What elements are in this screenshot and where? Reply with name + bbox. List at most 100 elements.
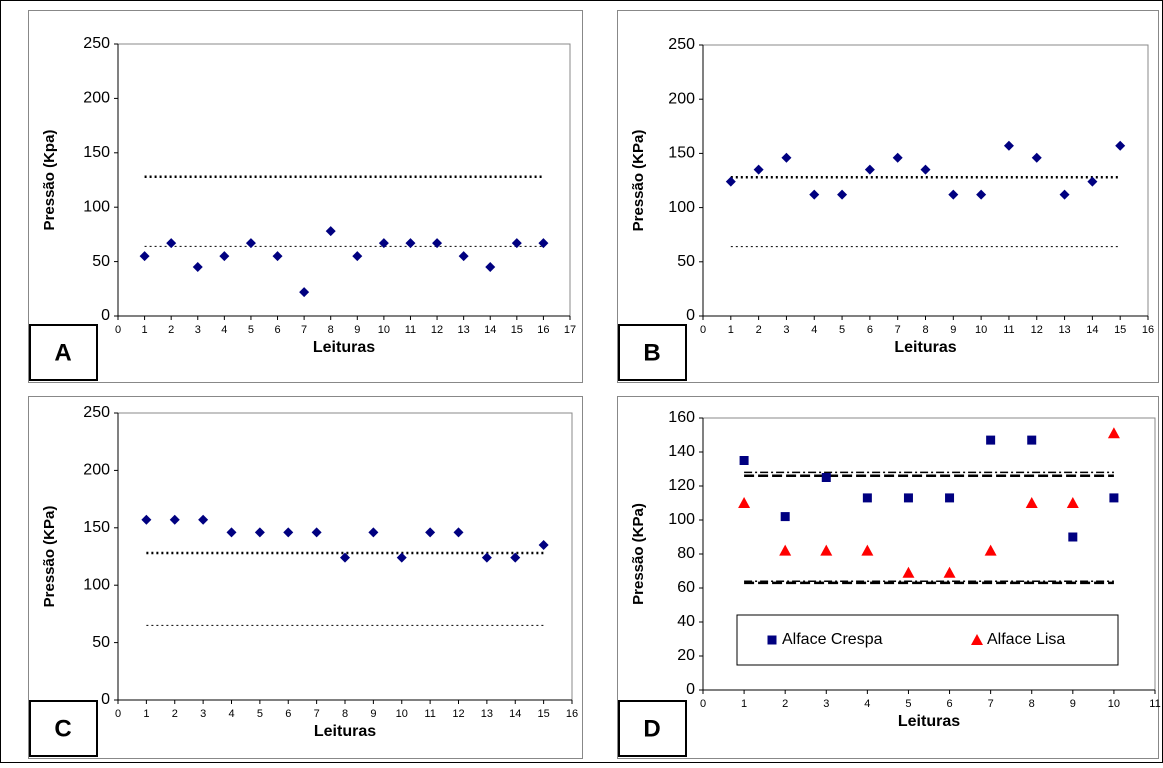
x-tick-label: 4 [811, 324, 817, 336]
y-tick-label: 100 [83, 576, 110, 593]
point [198, 514, 209, 525]
point [861, 544, 874, 556]
x-tick-label: 5 [257, 708, 263, 720]
point [943, 566, 956, 578]
point [1066, 497, 1079, 508]
point [405, 238, 416, 249]
point [1109, 493, 1119, 503]
y-axis-label: Pressão (KPa) [630, 503, 647, 605]
point [821, 473, 831, 482]
x-tick-label: 9 [354, 324, 360, 336]
point [986, 435, 996, 445]
point [837, 189, 848, 200]
x-tick-label: 3 [823, 698, 829, 710]
y-tick-label: 250 [83, 404, 110, 421]
y-tick-label: 0 [686, 307, 695, 324]
panel-frame [28, 10, 583, 383]
y-axis-label: Pressão (KPa) [630, 130, 647, 232]
x-tick-label: 11 [424, 708, 435, 720]
point [485, 262, 496, 273]
x-tick-label: 6 [946, 698, 952, 710]
x-tick-label: 16 [537, 324, 549, 336]
point [809, 189, 820, 200]
point [511, 238, 522, 249]
y-tick-label: 40 [677, 613, 695, 630]
x-tick-label: 10 [396, 708, 408, 720]
y-tick-label: 50 [677, 253, 695, 270]
point [976, 189, 987, 200]
x-tick-label: 1 [728, 324, 734, 336]
point [538, 238, 549, 249]
x-tick-label: 10 [1108, 698, 1120, 710]
x-tick-label: 0 [700, 324, 706, 336]
legend-label: Alface Lisa [987, 631, 1065, 648]
point [1107, 427, 1120, 439]
point [299, 287, 310, 298]
x-tick-label: 11 [1003, 324, 1014, 336]
point [779, 544, 792, 556]
x-tick-label: 8 [342, 708, 348, 720]
point [453, 527, 464, 538]
point [1059, 189, 1070, 200]
x-tick-label: 14 [484, 324, 496, 336]
y-tick-label: 100 [83, 198, 110, 215]
point [340, 552, 350, 563]
x-tick-label: 7 [314, 708, 320, 720]
point [378, 238, 389, 249]
x-tick-label: 15 [538, 708, 550, 720]
point [945, 493, 955, 503]
point [820, 544, 833, 556]
point [1031, 152, 1042, 163]
x-tick-label: 9 [950, 324, 956, 336]
point [1068, 532, 1078, 542]
panel-label: B [643, 339, 660, 366]
point [368, 527, 379, 538]
panel-label-box [29, 324, 98, 381]
x-tick-label: 7 [895, 324, 901, 336]
x-tick-label: 6 [285, 708, 291, 720]
x-tick-label: 4 [864, 698, 870, 710]
x-tick-label: 0 [115, 708, 121, 720]
x-tick-label: 2 [172, 708, 178, 720]
x-tick-label: 2 [168, 324, 174, 336]
x-tick-label: 5 [248, 324, 254, 336]
point [283, 527, 294, 538]
point [538, 540, 549, 551]
point [432, 238, 443, 249]
x-tick-label: 12 [452, 708, 464, 720]
point [920, 164, 931, 175]
point [1025, 497, 1038, 508]
point [352, 251, 363, 262]
x-tick-label: 1 [143, 708, 149, 720]
point [396, 552, 407, 563]
y-tick-label: 80 [677, 545, 695, 562]
legend-marker [971, 634, 983, 645]
panel-frame [28, 396, 583, 759]
y-tick-label: 50 [92, 634, 110, 651]
point [169, 514, 180, 525]
x-tick-label: 6 [867, 324, 873, 336]
point [254, 527, 265, 538]
point [510, 552, 521, 563]
x-tick-label: 0 [115, 324, 121, 336]
legend-marker [767, 635, 777, 645]
panel-frame [617, 10, 1159, 383]
y-tick-label: 0 [101, 691, 110, 708]
y-tick-label: 0 [101, 307, 110, 324]
x-tick-label: 2 [782, 698, 788, 710]
y-tick-label: 120 [668, 477, 695, 494]
x-tick-label: 1 [142, 324, 148, 336]
x-tick-label: 5 [905, 698, 911, 710]
point [903, 493, 913, 503]
point [984, 544, 997, 556]
point [780, 512, 790, 522]
x-tick-label: 4 [228, 708, 234, 720]
legend-label: Alface Crespa [782, 631, 883, 648]
x-axis-label: Leituras [898, 713, 960, 730]
x-tick-label: 14 [509, 708, 521, 720]
point [219, 251, 230, 262]
x-tick-label: 8 [328, 324, 334, 336]
x-tick-label: 9 [370, 708, 376, 720]
point [1115, 140, 1126, 151]
point [948, 189, 959, 200]
